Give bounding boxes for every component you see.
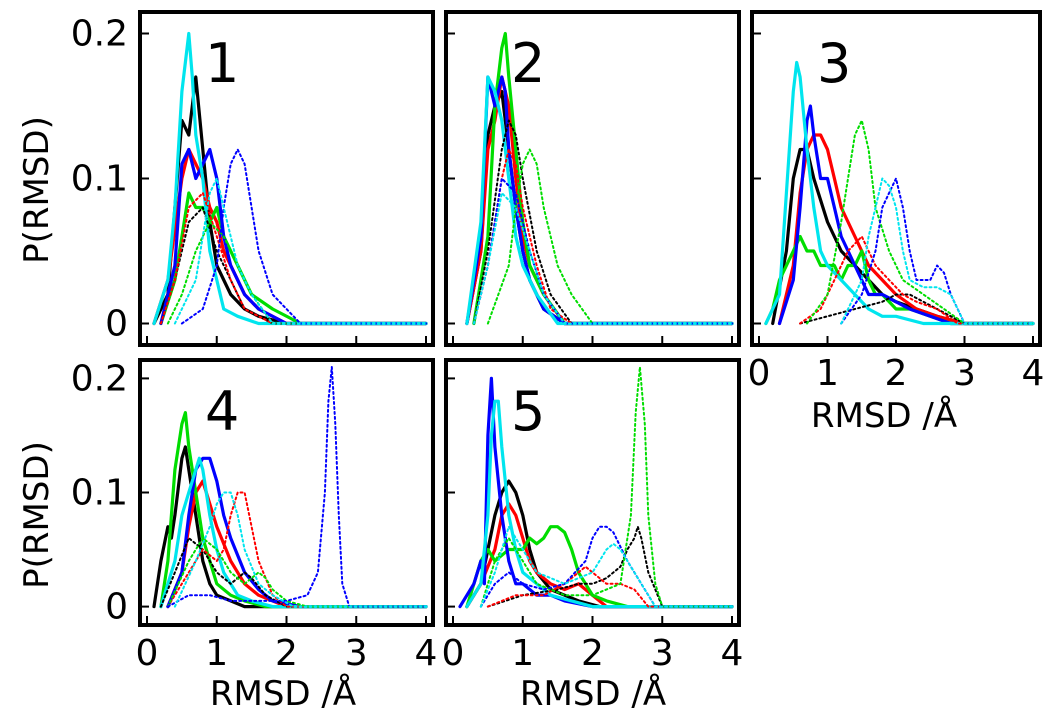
series-line-dotted xyxy=(479,366,733,608)
panel-frame xyxy=(138,358,435,627)
series-line-solid xyxy=(764,234,1035,326)
series-line-dotted xyxy=(840,177,1034,325)
series-line-dotted xyxy=(173,177,427,325)
series-line-dotted xyxy=(166,537,427,608)
series-line-dotted xyxy=(159,537,427,608)
x-tick-label: 2 xyxy=(885,353,908,394)
panel-1: 1 0 0.1 0.2 xyxy=(71,10,435,347)
series-line-dotted xyxy=(486,148,733,325)
series-line-dotted xyxy=(180,148,427,325)
series-group xyxy=(152,31,428,326)
series-group xyxy=(764,60,1035,326)
series-line-solid xyxy=(159,411,428,609)
series-line-dotted xyxy=(472,192,733,325)
series-line-solid xyxy=(465,479,734,609)
series-line-solid xyxy=(458,376,734,609)
series-line-dotted xyxy=(173,491,427,608)
y-axis-title-bottom-text: P(RMSD) xyxy=(17,441,57,589)
series-line-solid xyxy=(465,75,734,326)
series-line-dotted xyxy=(479,525,733,608)
series-line-dotted xyxy=(479,525,733,608)
series-group xyxy=(465,31,734,326)
series-line-solid xyxy=(159,191,428,326)
panel-number-label: 2 xyxy=(511,32,545,95)
panel-number-label: 4 xyxy=(205,380,239,443)
series-line-dotted xyxy=(166,366,427,608)
x-tick-label: 2 xyxy=(275,633,298,674)
series-line-solid xyxy=(777,104,1035,326)
y-tick-label: 0 xyxy=(105,587,128,628)
y-tick-label: 0.1 xyxy=(71,159,128,200)
x-tick-label: 0 xyxy=(136,633,159,674)
x-tick-label: 4 xyxy=(1022,353,1045,394)
series-line-dotted xyxy=(799,235,1034,325)
panel-4: 4 0 0.1 0.2 0 1 2 3 4 xyxy=(71,358,438,674)
y-tick-label: 0.2 xyxy=(71,358,128,399)
x-tick-label: 1 xyxy=(816,353,839,394)
y-axis-title-top: P(RMSD) xyxy=(17,116,57,264)
x-axis-title-panel-5: RMSD /Å xyxy=(520,673,666,714)
x-tick-label: 4 xyxy=(415,633,438,674)
panel-2: 2 xyxy=(444,10,741,347)
series-line-dotted xyxy=(472,119,733,325)
series-line-dotted xyxy=(840,177,1034,325)
y-axis-title-bottom: P(RMSD) xyxy=(17,441,57,589)
series-line-solid xyxy=(159,147,428,326)
series-line-dotted xyxy=(799,293,1034,325)
series-line-dotted xyxy=(166,221,427,325)
series-line-dotted xyxy=(159,206,427,325)
x-tick-label: 3 xyxy=(953,353,976,394)
x-tick-label: 0 xyxy=(442,633,465,674)
y-tick-label: 0 xyxy=(105,304,128,345)
series-line-dotted xyxy=(806,119,1034,325)
series-line-solid xyxy=(465,399,734,609)
x-tick-label: 3 xyxy=(651,633,674,674)
panel-number-label: 1 xyxy=(205,32,239,95)
panel-5: 5 0 1 2 3 4 xyxy=(442,358,744,674)
panel-number-label: 3 xyxy=(817,32,851,95)
x-tick-label: 1 xyxy=(205,633,228,674)
series-line-solid xyxy=(465,525,734,609)
series-line-solid xyxy=(465,75,734,326)
y-tick-label: 0.2 xyxy=(71,14,128,55)
x-tick-label: 1 xyxy=(511,633,534,674)
x-tick-label: 3 xyxy=(345,633,368,674)
y-tick-label: 0.1 xyxy=(71,473,128,514)
x-tick-label: 0 xyxy=(748,353,771,394)
series-line-solid xyxy=(152,31,428,326)
panel-3: 3 0 1 2 3 4 xyxy=(748,10,1045,394)
x-axis-title-panel-4: RMSD /Å xyxy=(210,673,356,714)
series-line-solid xyxy=(764,60,1035,326)
series-group xyxy=(458,366,734,609)
x-tick-label: 4 xyxy=(721,633,744,674)
series-group xyxy=(152,366,428,609)
x-axis-title-panel-3: RMSD /Å xyxy=(811,395,957,436)
x-tick-label: 2 xyxy=(581,633,604,674)
panel-number-label: 5 xyxy=(511,380,545,443)
series-line-dotted xyxy=(159,192,427,325)
y-axis-title-top-text: P(RMSD) xyxy=(17,116,57,264)
